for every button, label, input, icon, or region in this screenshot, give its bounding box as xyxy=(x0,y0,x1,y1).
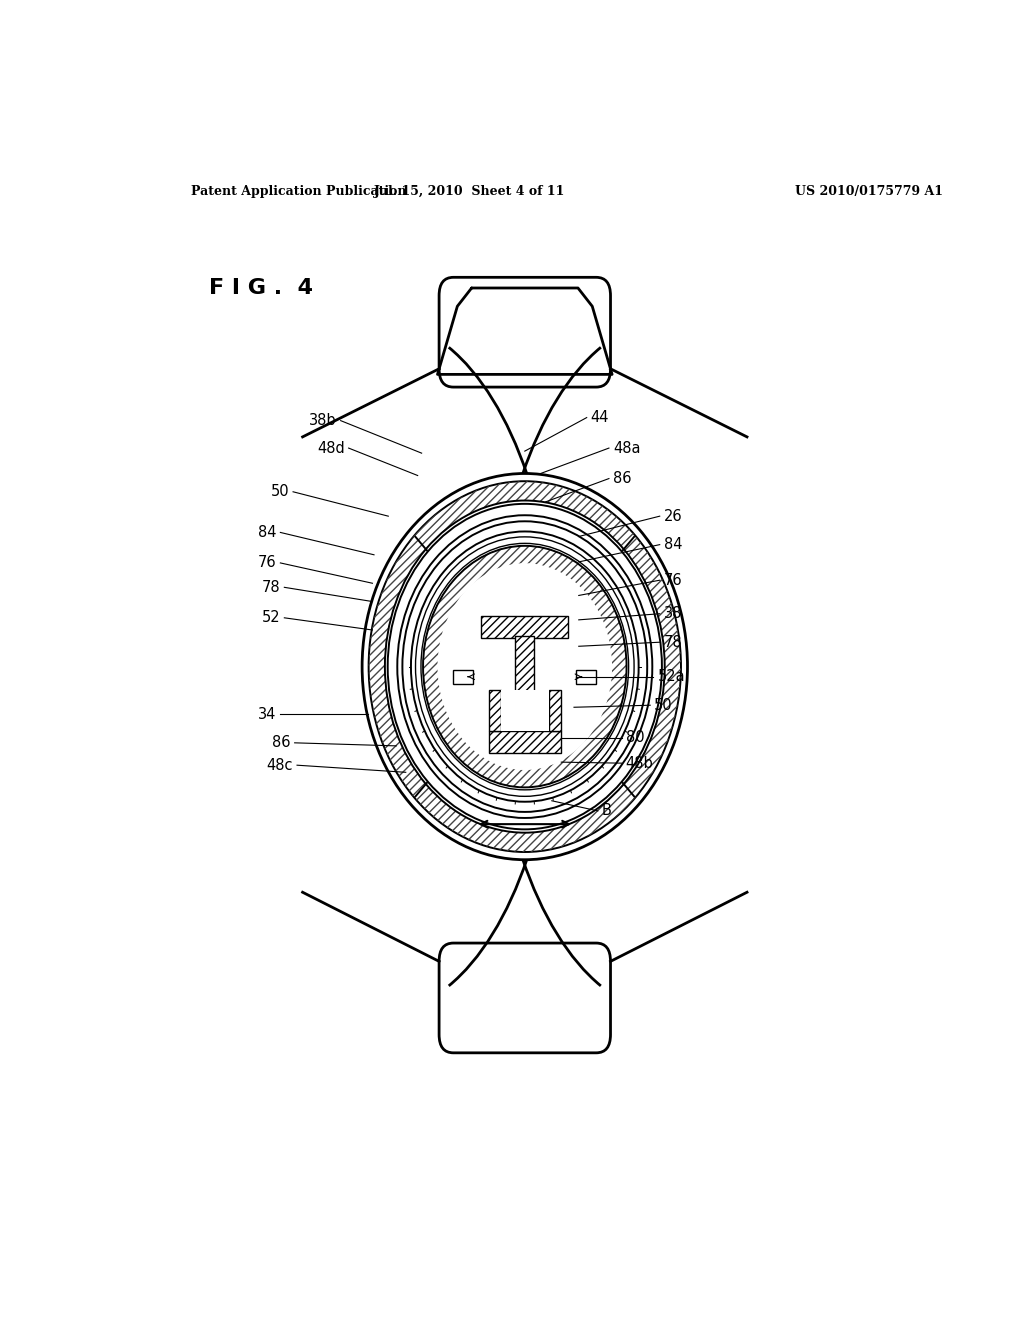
Text: 76: 76 xyxy=(258,556,276,570)
Bar xyxy=(501,690,549,731)
Text: 84: 84 xyxy=(258,525,276,540)
Text: 86: 86 xyxy=(613,471,632,486)
Text: US 2010/0175779 A1: US 2010/0175779 A1 xyxy=(795,185,943,198)
Ellipse shape xyxy=(402,521,647,812)
Text: 48c: 48c xyxy=(266,758,293,772)
Ellipse shape xyxy=(385,500,665,833)
Ellipse shape xyxy=(423,545,627,788)
Text: 80: 80 xyxy=(626,730,644,746)
Text: 78: 78 xyxy=(664,635,682,649)
Text: 34: 34 xyxy=(258,708,276,722)
Text: 38: 38 xyxy=(664,606,682,622)
Text: 48d: 48d xyxy=(316,441,345,455)
Text: 50: 50 xyxy=(654,698,673,713)
Ellipse shape xyxy=(411,532,639,801)
Ellipse shape xyxy=(421,544,629,789)
Bar xyxy=(454,669,473,684)
Ellipse shape xyxy=(416,537,634,796)
Ellipse shape xyxy=(437,564,612,770)
Text: 84: 84 xyxy=(664,537,682,552)
Text: 50: 50 xyxy=(270,484,289,499)
Text: 52: 52 xyxy=(262,610,281,626)
Text: 76: 76 xyxy=(664,573,682,587)
Text: Patent Application Publication: Patent Application Publication xyxy=(191,185,407,198)
Text: 86: 86 xyxy=(272,735,291,750)
Text: 26: 26 xyxy=(664,508,682,524)
Text: 48b: 48b xyxy=(626,755,653,771)
Text: B: B xyxy=(602,804,611,818)
Text: 38b: 38b xyxy=(309,413,337,428)
Ellipse shape xyxy=(397,515,652,818)
Bar xyxy=(481,615,568,638)
Bar xyxy=(549,690,560,731)
Text: Jul. 15, 2010  Sheet 4 of 11: Jul. 15, 2010 Sheet 4 of 11 xyxy=(374,185,565,198)
Bar xyxy=(489,731,560,752)
Bar xyxy=(489,690,501,731)
Text: F I G .  4: F I G . 4 xyxy=(209,279,313,298)
Ellipse shape xyxy=(388,504,662,829)
Ellipse shape xyxy=(362,474,687,859)
Ellipse shape xyxy=(369,482,681,851)
Text: 52a: 52a xyxy=(657,669,685,684)
Bar xyxy=(515,636,535,733)
Text: 44: 44 xyxy=(591,411,609,425)
Text: 78: 78 xyxy=(262,579,281,595)
Text: 48a: 48a xyxy=(613,441,640,455)
Bar xyxy=(577,669,596,684)
